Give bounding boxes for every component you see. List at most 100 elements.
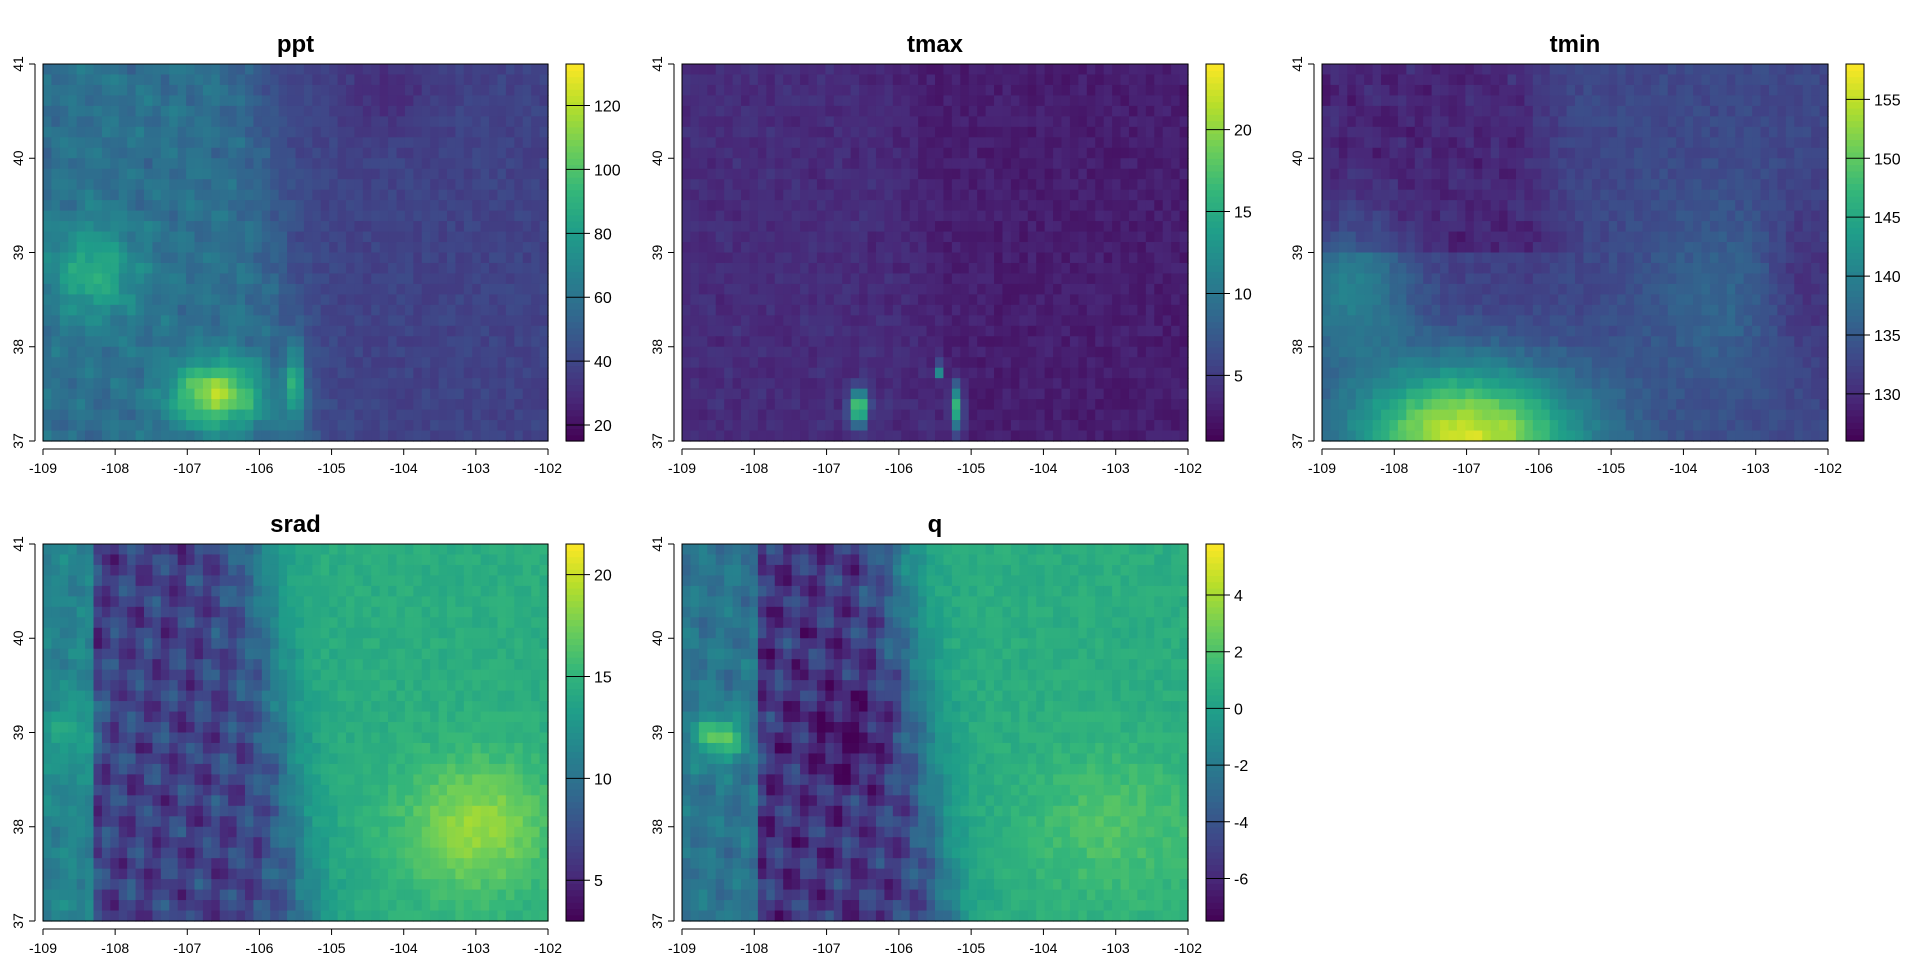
raster-cell: [237, 190, 246, 201]
raster-cell: [43, 64, 52, 75]
raster-cell: [523, 410, 532, 421]
raster-cell: [228, 315, 237, 326]
raster-cell: [253, 190, 262, 201]
raster-cell: [489, 221, 498, 232]
raster-cell: [1752, 85, 1761, 96]
raster-cell: [422, 431, 431, 442]
raster-cell: [329, 420, 338, 431]
raster-cell: [447, 410, 456, 421]
raster-cell: [228, 64, 237, 75]
raster-cell: [85, 232, 94, 243]
raster-cell: [455, 127, 464, 138]
raster-cell: [800, 336, 809, 347]
raster-cell: [447, 253, 456, 264]
colorbar-tick-label: 100: [594, 162, 621, 179]
raster-cell: [144, 357, 153, 368]
raster-cell: [540, 137, 549, 148]
raster-cell: [1718, 85, 1727, 96]
raster-cell: [1137, 127, 1146, 138]
raster-cell: [405, 148, 414, 159]
raster-cell: [152, 127, 161, 138]
raster-cell: [1112, 211, 1121, 222]
raster-cell: [464, 399, 473, 410]
raster-cell: [1415, 137, 1424, 148]
raster-cell: [977, 64, 986, 75]
raster-cell: [296, 116, 305, 127]
raster-cell: [304, 253, 313, 264]
raster-cell: [1154, 431, 1163, 442]
raster-cell: [792, 294, 801, 305]
raster-cell: [884, 420, 893, 431]
raster-cell: [1146, 158, 1155, 169]
raster-cell: [60, 389, 69, 400]
raster-cell: [94, 64, 103, 75]
raster-cell: [1019, 410, 1028, 421]
raster-cell: [977, 273, 986, 284]
raster-cell: [1062, 106, 1071, 117]
raster-cell: [868, 368, 877, 379]
raster-cell: [1121, 232, 1130, 243]
raster-cell: [321, 253, 330, 264]
raster-cell: [279, 169, 288, 180]
raster-cell: [1634, 127, 1643, 138]
raster-cell: [943, 253, 952, 264]
raster-cell: [893, 116, 902, 127]
raster-cell: [94, 389, 103, 400]
raster-cell: [1777, 74, 1786, 85]
raster-cell: [380, 357, 389, 368]
raster-cell: [986, 326, 995, 337]
raster-cell: [893, 95, 902, 106]
raster-cell: [1062, 305, 1071, 316]
raster-cell: [144, 137, 153, 148]
raster-cell: [1129, 378, 1138, 389]
raster-cell: [531, 378, 540, 389]
raster-cell: [220, 179, 229, 190]
raster-cell: [514, 190, 523, 201]
raster-cell: [144, 211, 153, 222]
raster-cell: [439, 389, 448, 400]
raster-cell: [338, 148, 347, 159]
raster-cell: [935, 64, 944, 75]
raster-cell: [371, 232, 380, 243]
raster-cell: [707, 158, 716, 169]
raster-cell: [1154, 389, 1163, 400]
raster-cell: [918, 410, 927, 421]
raster-cell: [43, 85, 52, 96]
raster-cell: [1078, 294, 1087, 305]
raster-cell: [279, 200, 288, 211]
raster-cell: [304, 242, 313, 253]
raster-cell: [707, 116, 716, 127]
raster-cell: [498, 95, 507, 106]
raster-cell: [876, 284, 885, 295]
raster-cell: [876, 74, 885, 85]
raster-cell: [825, 263, 834, 274]
raster-cell: [498, 137, 507, 148]
raster-cell: [1053, 221, 1062, 232]
raster-cell: [1146, 263, 1155, 274]
raster-cell: [1356, 106, 1365, 117]
raster-cell: [792, 420, 801, 431]
raster-cell: [371, 273, 380, 284]
raster-cell: [766, 137, 775, 148]
raster-cell: [994, 336, 1003, 347]
raster-cell: [397, 399, 406, 410]
raster-cell: [1171, 200, 1180, 211]
raster-cell: [1146, 74, 1155, 85]
raster-cell: [893, 190, 902, 201]
raster-cell: [851, 169, 860, 180]
raster-cell: [119, 158, 128, 169]
raster-cell: [1070, 64, 1079, 75]
raster-cell: [178, 148, 187, 159]
raster-cell: [77, 263, 86, 274]
raster-cell: [195, 357, 204, 368]
raster-cell: [531, 137, 540, 148]
raster-cell: [994, 294, 1003, 305]
raster-cell: [312, 169, 321, 180]
raster-cell: [1053, 315, 1062, 326]
raster-cell: [296, 85, 305, 96]
raster-cell: [152, 357, 161, 368]
raster-cell: [481, 326, 490, 337]
raster-cell: [1045, 169, 1054, 180]
raster-cell: [312, 211, 321, 222]
raster-cell: [724, 336, 733, 347]
